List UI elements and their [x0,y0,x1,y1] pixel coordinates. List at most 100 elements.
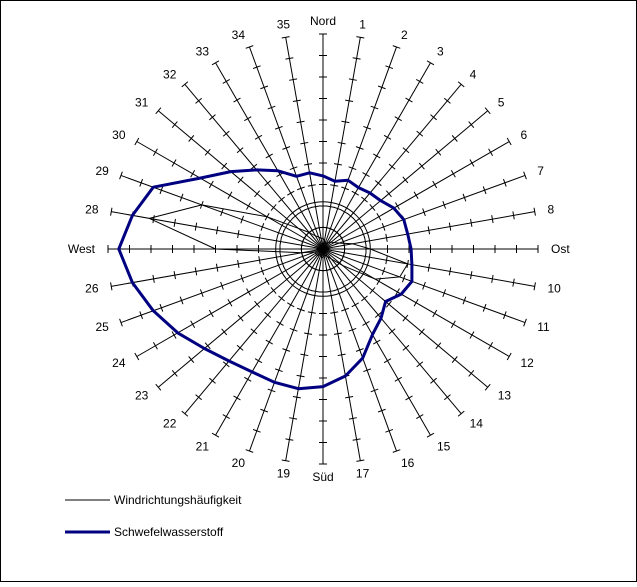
tick-19-7 [292,396,301,399]
tick-35-1 [315,226,324,230]
tick-13-5 [402,314,409,322]
tick-25-6 [199,289,204,298]
tick-6-9 [488,148,494,156]
tick-30-9 [152,148,158,156]
tick-12-6 [432,309,438,318]
tick-13-6 [418,328,425,336]
tick-34-6 [274,125,283,130]
tick-5-6 [418,162,425,170]
tick-26-5 [215,263,219,272]
tick-35-10 [281,36,290,39]
tick-17-5 [337,353,346,357]
tick-19-8 [289,417,298,420]
tick-6-10 [506,137,512,146]
tick-24-4 [246,288,251,296]
tick-21-8 [233,395,241,401]
tick-25-9 [139,311,144,320]
tick-10-10 [533,282,536,291]
tick-20-7 [267,388,276,393]
direction-labels: Nord 12345678Ost1011121314151617Süd192021… [68,14,570,484]
tick-4-4 [374,180,382,187]
tick-11-5 [422,281,426,290]
tick-3-8 [405,97,413,103]
tick-22-8 [209,377,216,384]
tick-20-6 [274,368,283,373]
tick-11-2 [361,259,366,268]
tick-30-8 [171,159,177,167]
tick-10-5 [427,263,431,272]
tick-23-3 [270,287,277,294]
tick-17-8 [348,417,357,420]
tick-25-2 [280,259,285,268]
tick-3-4 [362,172,370,177]
tick-13-10 [484,383,491,391]
tick-7-5 [422,208,426,217]
tick-21-7 [244,376,252,382]
direction-label-5: 5 [498,95,505,109]
direction-label-27: West [68,242,96,256]
tick-16-3 [341,307,349,312]
tick-31-3 [270,204,277,211]
tick-23-4 [254,300,261,308]
direction-label-8: 8 [548,202,555,216]
tick-24-10 [134,352,140,361]
tick-32-9 [195,97,203,104]
tick-24-5 [227,299,233,307]
direction-label-0: Nord [310,14,336,28]
direction-label-30: 30 [112,128,126,142]
tick-19-6 [296,374,305,378]
tick-3-6 [383,134,392,140]
tick-17-9 [352,438,361,441]
tick-23-9 [171,369,178,377]
tick-8-10 [533,207,536,216]
legend-label-windrichtung: Windrichtungshäufigkeit [114,493,242,507]
direction-label-32: 32 [163,67,177,81]
tick-22-6 [236,344,244,351]
tick-24-6 [208,309,214,318]
tick-1-8 [348,78,357,81]
tick-32-4 [264,180,272,187]
tick-19-10 [281,459,290,462]
tick-8-2 [364,237,367,246]
tick-32-8 [209,114,216,121]
direction-label-17: 17 [356,467,370,481]
tick-7-8 [482,186,487,195]
tick-12-4 [395,288,400,296]
tick-35-9 [285,57,294,60]
tick-28-5 [215,226,219,235]
tick-13-8 [451,356,458,363]
tick-14-7 [416,361,424,368]
tick-4-3 [361,196,368,203]
tick-34-5 [282,146,291,150]
tick-26-8 [152,274,155,283]
tick-4-10 [457,81,465,88]
tick-34-2 [304,206,313,211]
tick-1-6 [341,120,350,124]
tick-11-7 [462,296,467,305]
tick-30-4 [246,202,251,210]
tick-4-7 [416,130,424,137]
tick-29-9 [139,178,144,187]
tick-1-7 [345,99,354,102]
tick-30-10 [134,137,140,146]
tick-28-4 [237,230,240,239]
direction-label-31: 31 [135,95,149,109]
direction-label-10: 10 [548,282,562,296]
tick-4-5 [388,163,396,170]
tick-26-10 [110,282,113,291]
tick-7-7 [462,193,467,202]
tick-19-5 [300,353,309,357]
tick-26-2 [279,252,282,261]
tick-1-9 [352,57,361,60]
tick-10-9 [512,278,515,287]
tick-11-9 [502,311,507,320]
tick-14-2 [347,278,355,285]
tick-24-2 [283,266,289,275]
tick-5-5 [402,176,409,184]
tick-15-6 [383,358,392,364]
direction-label-6: 6 [521,128,528,142]
tick-23-6 [221,328,228,336]
tick-2-6 [363,125,372,130]
tick-10-3 [385,256,388,265]
tick-19-9 [285,438,294,441]
